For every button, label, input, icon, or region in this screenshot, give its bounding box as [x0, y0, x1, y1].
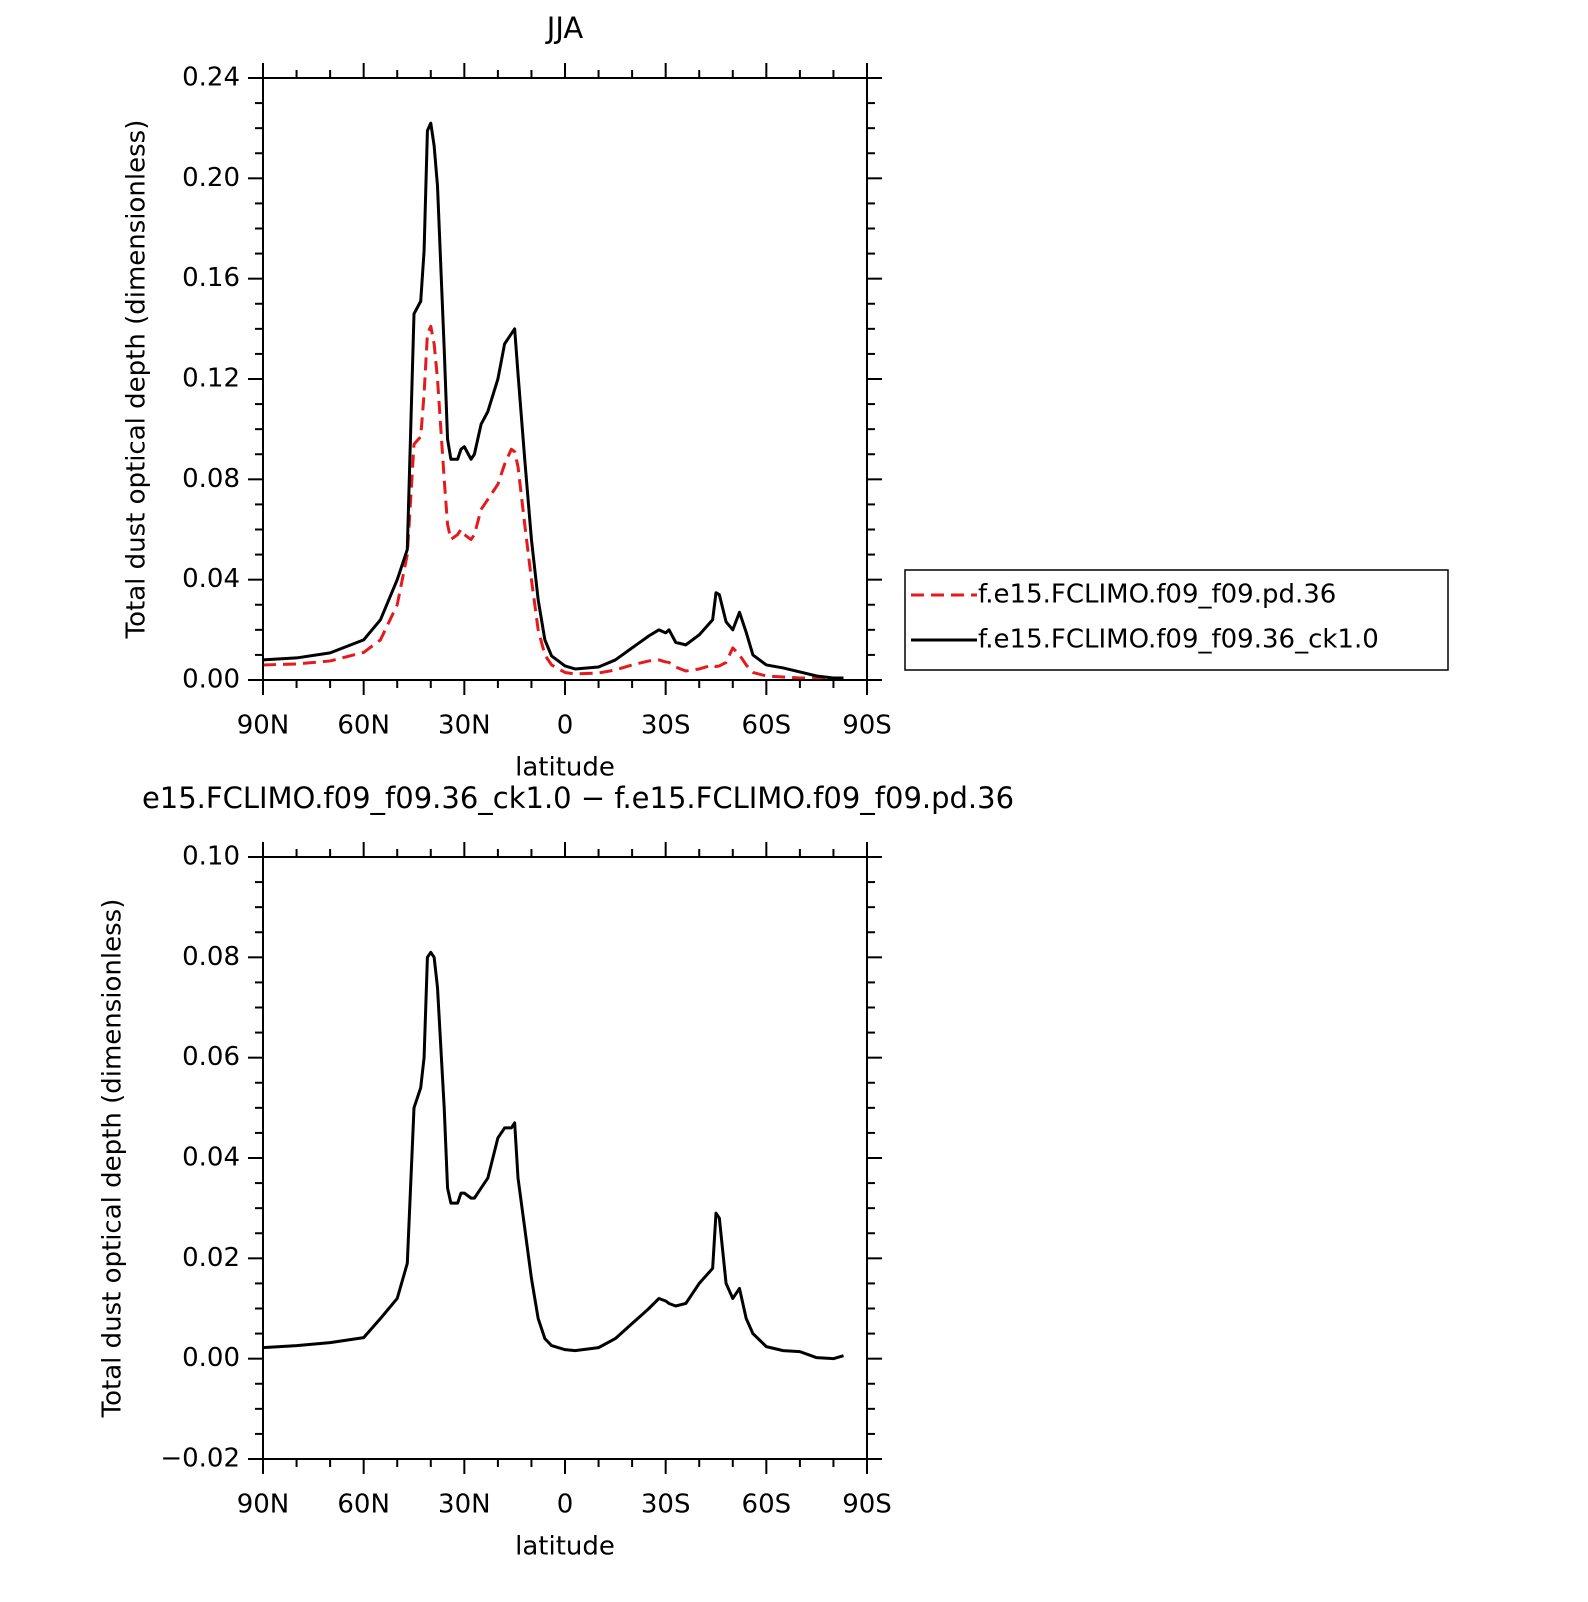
legend-label: f.e15.FCLIMO.f09_f09.36_ck1.0 [978, 625, 1379, 655]
y-tick-label: 0.08 [182, 464, 240, 494]
y-tick-label: 0.08 [182, 942, 240, 972]
x-tick-label: 90N [237, 1490, 290, 1520]
x-tick-label: 0 [557, 711, 574, 741]
x-tick-label: 60S [742, 1490, 792, 1520]
data-line [262, 950, 844, 1361]
y-tick-label: 0.12 [182, 364, 240, 394]
x-tick-label: 30N [438, 711, 491, 741]
x-tick-label: 60N [337, 711, 390, 741]
x-tick-label: 30S [641, 1490, 691, 1520]
y-tick-label: 0.06 [182, 1042, 240, 1072]
plot-frame [262, 856, 868, 1460]
y-tick-label: 0.04 [182, 564, 240, 594]
x-tick-label: 90S [842, 711, 892, 741]
y-tick-label: −0.02 [160, 1444, 240, 1474]
data-line [262, 121, 844, 680]
y-axis-label: Total dust optical depth (dimensionless) [98, 899, 128, 1419]
y-tick-label: 0.24 [182, 63, 240, 93]
y-tick-label: 0.04 [182, 1143, 240, 1173]
x-tick-label: 0 [557, 1490, 574, 1520]
y-tick-label: 0.16 [182, 263, 240, 293]
y-tick-label: 0.00 [182, 1343, 240, 1373]
y-tick-label: 0.20 [182, 163, 240, 193]
legend-box [904, 569, 1449, 671]
plot-frame [262, 77, 868, 681]
x-tick-label: 30S [641, 711, 691, 741]
y-axis-label: Total dust optical depth (dimensionless) [122, 120, 152, 640]
legend-label: f.e15.FCLIMO.f09_f09.pd.36 [978, 580, 1336, 610]
y-tick-label: 0.10 [182, 842, 240, 872]
x-axis-label: latitude [515, 1532, 615, 1562]
x-tick-label: 90N [237, 711, 290, 741]
x-tick-label: 60N [337, 1490, 390, 1520]
chart-title: e15.FCLIMO.f09_f09.36_ck1.0 − f.e15.FCLI… [142, 781, 1014, 815]
y-tick-label: 0.02 [182, 1243, 240, 1273]
x-tick-label: 60S [742, 711, 792, 741]
chart-title: JJA [545, 11, 584, 45]
x-axis-label: latitude [515, 753, 615, 783]
x-tick-label: 90S [842, 1490, 892, 1520]
data-line [262, 324, 844, 680]
y-tick-label: 0.00 [182, 665, 240, 695]
x-tick-label: 30N [438, 1490, 491, 1520]
